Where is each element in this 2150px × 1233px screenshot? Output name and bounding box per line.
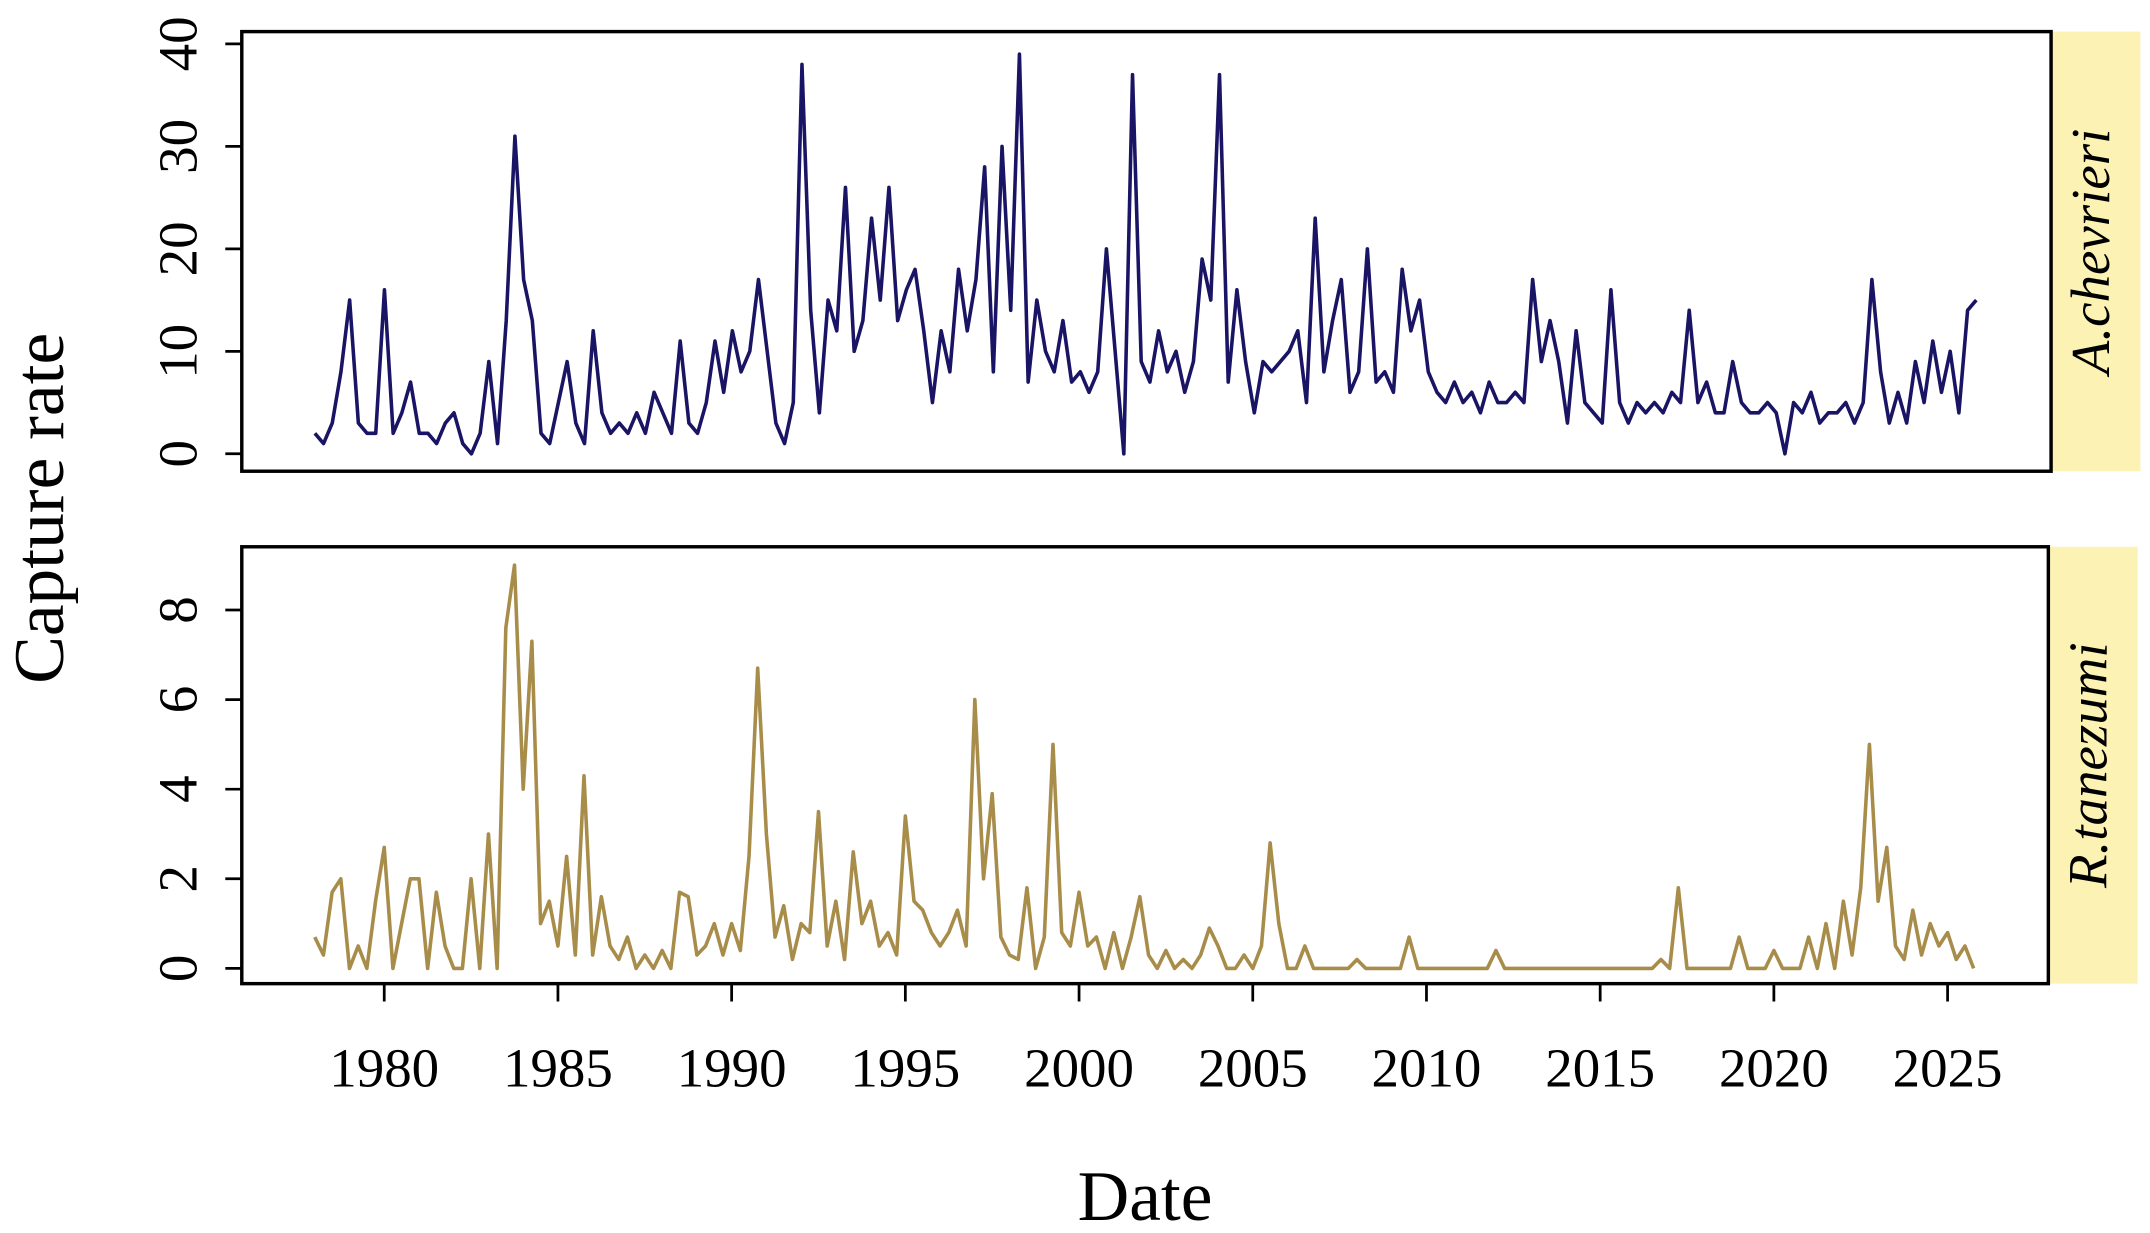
strip-box (2052, 31, 2141, 472)
x-tick-label: 1990 (677, 1038, 787, 1099)
x-tick-label: 2025 (1893, 1038, 2003, 1099)
x-tick-label: 2020 (1719, 1038, 1829, 1099)
strip-box (2049, 546, 2138, 984)
y-tick-label: 40 (148, 16, 209, 71)
plot-frame (240, 29, 2053, 473)
y-tick-label: 30 (148, 119, 209, 174)
x-tick-label: 2005 (1198, 1038, 1308, 1099)
y-tick-label: 8 (148, 596, 209, 623)
y-tick-label: 10 (148, 324, 209, 379)
y-tick-label: 0 (148, 955, 209, 982)
y-tick-label: 20 (148, 221, 209, 276)
x-axis-title: Date (1078, 1157, 1213, 1233)
y-tick-label: 0 (148, 440, 209, 467)
x-tick-label: 2000 (1024, 1038, 1134, 1099)
x-tick-label: 1985 (503, 1038, 613, 1099)
y-tick-label: 6 (148, 686, 209, 713)
y-tick-label: 4 (148, 775, 209, 802)
strip-label: R.tanezumi (2057, 642, 2118, 889)
x-tick-label: 2015 (1545, 1038, 1655, 1099)
data-line (313, 563, 1976, 971)
strip-label: A.chevrieri (2060, 129, 2121, 378)
y-tick-label: 2 (148, 865, 209, 892)
data-line (313, 52, 1978, 456)
x-tick-label: 1980 (329, 1038, 439, 1099)
x-tick-label: 1995 (850, 1038, 960, 1099)
y-axis-title: Capture rate (0, 333, 79, 684)
plot-frame (240, 545, 2051, 986)
x-tick-label: 2010 (1372, 1038, 1482, 1099)
